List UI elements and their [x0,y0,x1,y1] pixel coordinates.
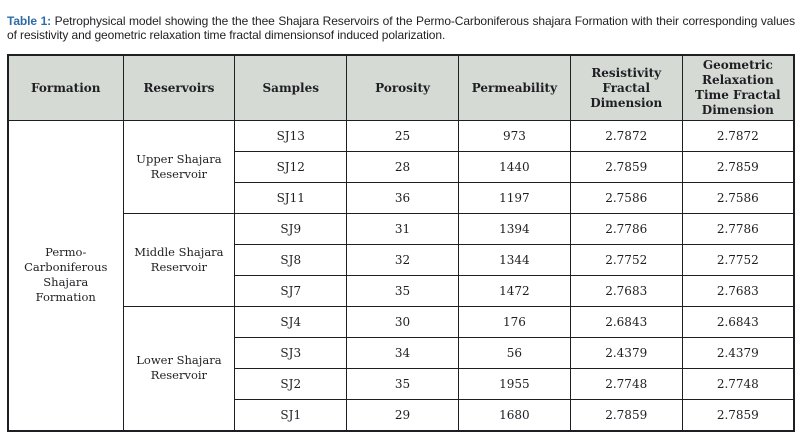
permeability-cell: 1472 [457,275,571,307]
sample-cell: SJ1 [234,399,348,431]
permeability-cell: 1344 [457,244,571,276]
header-row: Formation Reservoirs Samples Porosity Permea… [7,54,795,121]
permeability-cell: 1680 [457,399,571,431]
geometric-relaxation-time-fractal-dimension-cell: 2.7586 [681,182,795,214]
sample-cell: SJ7 [234,275,348,307]
table-header: Formation Reservoirs Samples Porosity Permea… [7,54,795,121]
table-row-sj12: SJ12 28 1440 2.7859 2.7859 [8,151,795,183]
resistivity-fractal-dimension-cell: 2.7859 [569,151,683,183]
reservoir-cell-upper-shajara-reservoir: Upper Shajara Reservoir [122,120,236,214]
sample-cell: SJ11 [234,182,348,214]
table-caption-text: Petrophysical model showing the the thee… [7,14,795,42]
geometric-relaxation-time-fractal-dimension-cell: 2.7683 [681,275,795,307]
resistivity-fractal-dimension-cell: 2.7872 [569,120,683,152]
geometric-relaxation-time-fractal-dimension-cell: 2.7859 [681,151,795,183]
column-header-permeability: Permeability [457,54,571,121]
formation-cell: Permo-Carboniferous Shajara Formation [7,120,124,431]
permeability-cell: 973 [457,120,571,152]
reservoir-cell-middle-shajara-reservoir: Middle Shajara Reservoir [122,213,236,307]
table-caption: Table 1: Petrophysical model showing the… [7,14,795,42]
table-row-sj4: Lower Shajara Reservoir SJ4 30 176 2.6843 2.6… [8,306,795,431]
permeability-cell: 1197 [457,182,571,214]
permeability-cell: 56 [457,337,571,369]
column-header-reservoirs: Reservoirs [122,54,236,121]
sample-cell: SJ12 [234,151,348,183]
permeability-cell: 1394 [457,213,571,245]
sample-cell: SJ8 [234,244,348,276]
table-caption-label: Table 1: [7,14,52,28]
column-header-samples: Samples [234,54,348,121]
resistivity-fractal-dimension-cell: 2.7859 [569,399,683,431]
geometric-relaxation-time-fractal-dimension-cell: 2.6843 [681,306,795,338]
sample-cell: SJ13 [234,120,348,152]
table-row-sj8: SJ8 32 1344 2.7752 2.7752 [8,244,795,276]
table-row-sj13: Permo-Carboniferous Shajara Formation Upp… [7,120,795,431]
geometric-relaxation-time-fractal-dimension-cell: 2.7786 [681,213,795,245]
geometric-relaxation-time-fractal-dimension-cell: 2.7752 [681,244,795,276]
table-row-sj3: SJ3 34 56 2.4379 2.4379 [8,337,795,369]
sample-cell: SJ3 [234,337,348,369]
column-header-porosity: Porosity [346,54,459,121]
porosity-cell: 35 [346,368,459,400]
porosity-cell: 30 [346,306,459,338]
petrophysical-table: Formation Reservoirs Samples Porosity Permea… [7,54,795,432]
porosity-cell: 31 [346,213,459,245]
permeability-cell: 1440 [457,151,571,183]
resistivity-fractal-dimension-cell: 2.7586 [569,182,683,214]
porosity-cell: 32 [346,244,459,276]
sample-cell: SJ2 [234,368,348,400]
resistivity-fractal-dimension-cell: 2.7752 [569,244,683,276]
column-header-resistivity-fractal-dimension: Resistivity Fractal Dimension [569,54,683,121]
geometric-relaxation-time-fractal-dimension-cell: 2.7859 [681,399,795,431]
porosity-cell: 36 [346,182,459,214]
sample-cell: SJ9 [234,213,348,245]
porosity-cell: 25 [346,120,459,152]
table-row-sj2: SJ2 35 1955 2.7748 2.7748 [8,368,795,400]
table-row-sj11: SJ11 36 1197 2.7586 2.7586 [8,182,795,214]
column-header-geometric-relaxation-time-fractal-dimension: Geometric Relaxation Time Fractal Dimens… [681,54,795,121]
sample-cell: SJ4 [234,306,348,338]
porosity-cell: 29 [346,399,459,431]
geometric-relaxation-time-fractal-dimension-cell: 2.7748 [681,368,795,400]
permeability-cell: 176 [457,306,571,338]
table-row-sj9: Middle Shajara Reservoir SJ9 31 1394 2.7786 2… [8,213,795,307]
table-body: Permo-Carboniferous Shajara Formation Upp… [7,120,795,431]
porosity-cell: 35 [346,275,459,307]
reservoir-cell-lower-shajara-reservoir: Lower Shajara Reservoir [122,306,236,431]
resistivity-fractal-dimension-cell: 2.4379 [569,337,683,369]
geometric-relaxation-time-fractal-dimension-cell: 2.7872 [681,120,795,152]
geometric-relaxation-time-fractal-dimension-cell: 2.4379 [681,337,795,369]
resistivity-fractal-dimension-cell: 2.7786 [569,213,683,245]
resistivity-fractal-dimension-cell: 2.7683 [569,275,683,307]
resistivity-fractal-dimension-cell: 2.6843 [569,306,683,338]
resistivity-fractal-dimension-cell: 2.7748 [569,368,683,400]
column-header-formation: Formation [7,54,124,121]
permeability-cell: 1955 [457,368,571,400]
porosity-cell: 28 [346,151,459,183]
table-row-sj7: SJ7 35 1472 2.7683 2.7683 [8,275,795,307]
porosity-cell: 34 [346,337,459,369]
